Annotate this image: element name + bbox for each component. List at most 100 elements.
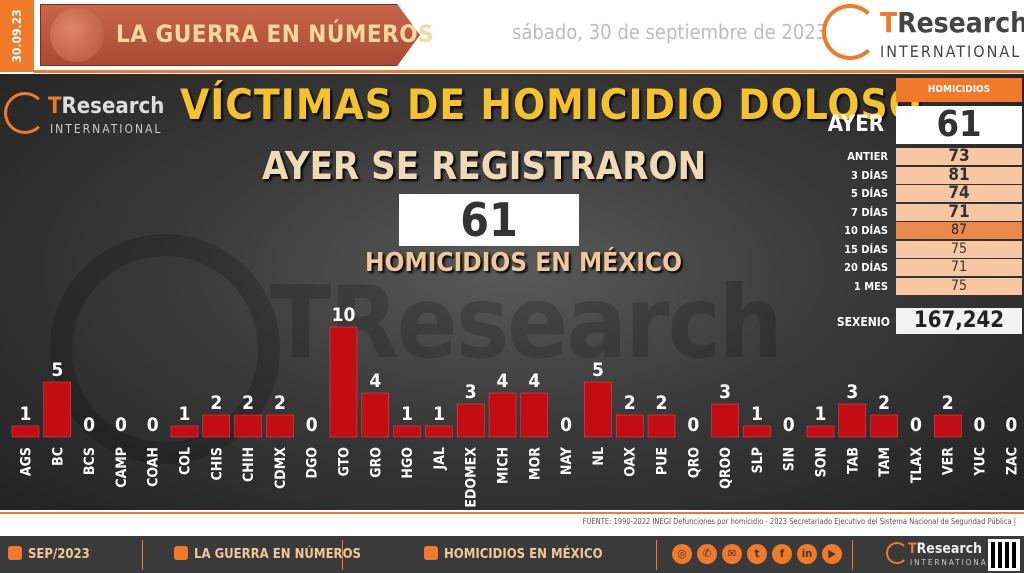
bar-pue: [647, 414, 676, 438]
value-label-dgo: 0: [306, 414, 318, 436]
stats-ayer-label: AYER: [827, 112, 884, 137]
mexico-map-icon: [50, 8, 104, 62]
stats-row-value: 75: [896, 277, 1022, 295]
stats-row-label: 20 DÍAS: [844, 261, 888, 274]
value-label-edomex: 3: [465, 381, 477, 403]
footer-topic: HOMICIDIOS EN MÉXICO: [424, 546, 603, 562]
stats-row-value: 75: [896, 240, 1022, 258]
category-label-bc: BC: [50, 447, 66, 466]
category-label-camp: CAMP: [114, 447, 130, 488]
calendar-icon: [8, 546, 22, 560]
category-label-mich: MICH: [496, 447, 512, 484]
stats-row-value: 81: [896, 166, 1022, 184]
footer-logo-rest: Research: [916, 541, 983, 557]
category-label-tlax: TLAX: [909, 447, 925, 483]
value-label-qroo: 3: [719, 381, 731, 403]
panel-logo: TResearch INTERNATIONAL: [4, 92, 164, 142]
stats-row: 15 DÍAS 75: [818, 240, 1022, 259]
stats-row: 10 DÍAS 87: [818, 222, 1022, 240]
value-label-mor: 4: [528, 370, 540, 392]
bar-hgo: [393, 425, 421, 438]
value-label-tam: 2: [878, 392, 890, 414]
web-icon[interactable]: ◎: [672, 544, 692, 564]
category-label-gro: GRO: [368, 447, 384, 478]
category-label-dgo: DGO: [305, 447, 321, 479]
category-label-nay: NAY: [559, 446, 575, 475]
footer-topic-text: HOMICIDIOS EN MÉXICO: [444, 547, 603, 562]
footer-divider: [656, 540, 657, 570]
twitter-icon[interactable]: t: [747, 544, 767, 564]
value-label-bcs: 0: [83, 414, 95, 436]
map-pin-icon: [174, 546, 188, 560]
source-text: FUENTE: 1990-2022 INEGI Defunciones por …: [582, 517, 1016, 526]
value-label-chis: 2: [210, 392, 222, 414]
category-label-ags: AGS: [19, 447, 35, 476]
category-label-nl: NL: [591, 447, 607, 466]
bar-ags: [11, 425, 40, 438]
value-label-tab: 3: [846, 381, 858, 403]
panel-logo-t: T: [48, 94, 62, 119]
header-date: sábado, 30 de septiembre de 2023: [512, 20, 828, 44]
total-caption: HOMICIDIOS EN MÉXICO: [365, 248, 683, 278]
bar-bc: [43, 381, 72, 438]
footer-divider: [342, 540, 343, 570]
category-label-oax: OAX: [623, 447, 639, 477]
bar-gto: [329, 326, 358, 438]
category-label-gto: GTO: [337, 447, 353, 477]
category-label-bcs: BCS: [82, 447, 98, 475]
value-label-pue: 2: [656, 392, 668, 414]
header-rule: [34, 70, 1024, 73]
category-label-chis: CHIS: [209, 447, 225, 481]
stats-row-label: 7 DÍAS: [850, 205, 888, 219]
stats-row: 1 MES 75: [818, 277, 1022, 296]
bar-son: [806, 425, 835, 438]
panel-logo-mark-icon: [4, 92, 46, 134]
category-label-yuc: YUC: [973, 447, 989, 477]
value-label-col: 1: [179, 403, 191, 425]
stats-row: ANTIER 73: [818, 148, 1022, 166]
stats-row-label: 3 DÍAS: [850, 168, 888, 182]
category-label-edomex: EDOMEX: [464, 447, 480, 508]
category-label-pue: PUE: [655, 447, 671, 475]
stats-row: 5 DÍAS 74: [818, 185, 1022, 203]
bar-qroo: [711, 403, 739, 438]
footer-logo-mark-icon: [886, 542, 908, 564]
phone-icon[interactable]: ✆: [697, 544, 717, 564]
value-label-mich: 4: [497, 370, 509, 392]
stats-ayer-value: 61: [896, 106, 1022, 144]
category-label-mor: MOR: [527, 447, 543, 480]
stats-row-value: 74: [896, 185, 1022, 202]
category-label-tab: TAB: [845, 447, 861, 474]
value-label-gro: 4: [369, 370, 381, 392]
category-label-tam: TAM: [877, 447, 893, 477]
bar-gro: [361, 392, 390, 438]
youtube-icon[interactable]: ▶: [822, 544, 842, 564]
email-icon[interactable]: ✉: [722, 544, 742, 564]
bar-ver: [933, 414, 962, 438]
category-label-qroo: QROO: [718, 447, 734, 489]
header-logo: TResearch INTERNATIONAL: [822, 4, 1024, 68]
sexenio-value: 167,242: [896, 308, 1022, 334]
qr-code[interactable]: [988, 539, 1020, 571]
category-label-slp: SLP: [750, 447, 766, 473]
date-tab: 30.09.23: [0, 0, 34, 72]
footer-logo: TResearch INTERNATIONAL: [886, 540, 992, 570]
value-label-oax: 2: [624, 392, 636, 414]
banner-title: LA GUERRA EN NÚMEROS: [116, 20, 435, 48]
value-label-son: 1: [815, 403, 827, 425]
value-label-qro: 0: [687, 414, 699, 436]
stats-row-label: 5 DÍAS: [850, 187, 888, 200]
facebook-icon[interactable]: f: [772, 544, 792, 564]
bar-mich: [488, 392, 517, 438]
page-title: VÍCTIMAS DE HOMICIDIO DOLOSO: [180, 80, 922, 129]
category-label-cdmx: CDMX: [273, 447, 289, 489]
category-label-hgo: HGO: [400, 447, 416, 479]
value-label-slp: 1: [751, 403, 763, 425]
value-label-chih: 2: [242, 392, 254, 414]
value-label-yuc: 0: [974, 414, 986, 436]
bar-tam: [870, 414, 898, 438]
sexenio-label: SEXENIO: [836, 315, 890, 329]
category-label-qro: QRO: [686, 447, 702, 478]
linkedin-icon[interactable]: in: [797, 544, 817, 564]
footer-period-text: SEP/2023: [28, 547, 90, 562]
